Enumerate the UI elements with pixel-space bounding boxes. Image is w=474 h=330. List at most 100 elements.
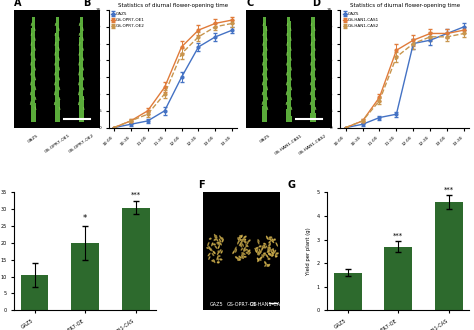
Bar [78, 82, 80, 85]
Bar [55, 17, 59, 19]
Bar [311, 75, 315, 77]
Bar [263, 97, 267, 99]
Bar [55, 21, 59, 23]
Bar [31, 47, 35, 49]
Bar [30, 92, 32, 95]
Ellipse shape [241, 252, 245, 254]
Bar [286, 120, 292, 122]
Bar [82, 27, 84, 31]
Bar [310, 111, 316, 113]
Bar [266, 66, 268, 71]
Ellipse shape [213, 259, 215, 263]
Ellipse shape [263, 243, 266, 245]
Bar [287, 28, 291, 30]
Ellipse shape [239, 237, 241, 241]
Bar [311, 24, 315, 26]
Text: D: D [312, 0, 320, 8]
Bar [80, 37, 83, 38]
Ellipse shape [268, 253, 271, 255]
Bar [55, 26, 59, 28]
Ellipse shape [217, 257, 219, 261]
Ellipse shape [237, 238, 239, 242]
Bar [287, 52, 291, 54]
Bar [34, 76, 36, 81]
Bar [82, 57, 84, 61]
Bar [79, 111, 84, 113]
Bar [310, 120, 316, 122]
Y-axis label: Number of flowering florets: Number of flowering florets [85, 35, 90, 103]
Bar [311, 87, 315, 89]
Bar [287, 82, 291, 83]
Bar [55, 87, 59, 89]
Ellipse shape [269, 236, 272, 238]
Ellipse shape [259, 249, 261, 253]
Bar [263, 31, 266, 33]
Bar [314, 57, 316, 61]
Ellipse shape [268, 241, 271, 243]
Bar [31, 110, 36, 111]
Bar [311, 63, 315, 64]
Bar [287, 33, 291, 35]
Bar [311, 42, 315, 44]
Bar [286, 23, 288, 26]
Bar [79, 68, 83, 70]
Bar [263, 113, 267, 115]
Text: GAZ5: GAZ5 [259, 134, 271, 144]
Bar [287, 61, 291, 63]
Bar [310, 110, 316, 111]
Bar [30, 118, 36, 120]
Bar [79, 87, 83, 89]
Bar [32, 21, 35, 23]
Ellipse shape [269, 237, 271, 241]
Ellipse shape [255, 248, 257, 251]
Bar [31, 101, 36, 103]
Bar [263, 45, 267, 47]
Bar [263, 75, 267, 77]
Bar [311, 54, 315, 56]
Bar [82, 77, 84, 81]
Bar [311, 40, 315, 42]
Ellipse shape [235, 249, 237, 253]
Bar [262, 33, 264, 36]
Bar [31, 30, 35, 31]
Ellipse shape [269, 243, 271, 247]
Bar [287, 104, 292, 106]
Ellipse shape [239, 235, 242, 238]
Bar [31, 94, 36, 96]
Bar [30, 116, 36, 118]
Bar [31, 75, 35, 77]
Bar [32, 23, 35, 24]
Bar [263, 116, 267, 118]
Bar [55, 75, 59, 77]
Bar [79, 73, 83, 75]
Bar [79, 116, 84, 118]
Bar [287, 26, 291, 28]
Bar [311, 56, 315, 57]
Ellipse shape [208, 246, 210, 249]
Bar [80, 28, 83, 30]
Ellipse shape [255, 247, 258, 249]
Bar [31, 45, 35, 47]
Bar [58, 67, 60, 71]
Bar [31, 49, 35, 50]
Bar [55, 110, 60, 111]
Bar [32, 19, 35, 21]
Bar [263, 22, 264, 26]
Bar [31, 106, 36, 108]
Bar [55, 28, 59, 30]
Bar [314, 37, 316, 41]
Bar [31, 35, 35, 37]
Bar [290, 77, 292, 81]
Ellipse shape [222, 239, 224, 243]
Bar [58, 86, 60, 90]
Bar [311, 92, 315, 94]
Bar [286, 118, 292, 120]
Bar [263, 64, 267, 66]
Bar [290, 47, 292, 51]
Bar [264, 26, 266, 28]
Bar [55, 35, 59, 37]
Bar [55, 101, 60, 103]
Ellipse shape [239, 238, 242, 241]
Bar [310, 23, 312, 26]
Ellipse shape [232, 250, 235, 254]
